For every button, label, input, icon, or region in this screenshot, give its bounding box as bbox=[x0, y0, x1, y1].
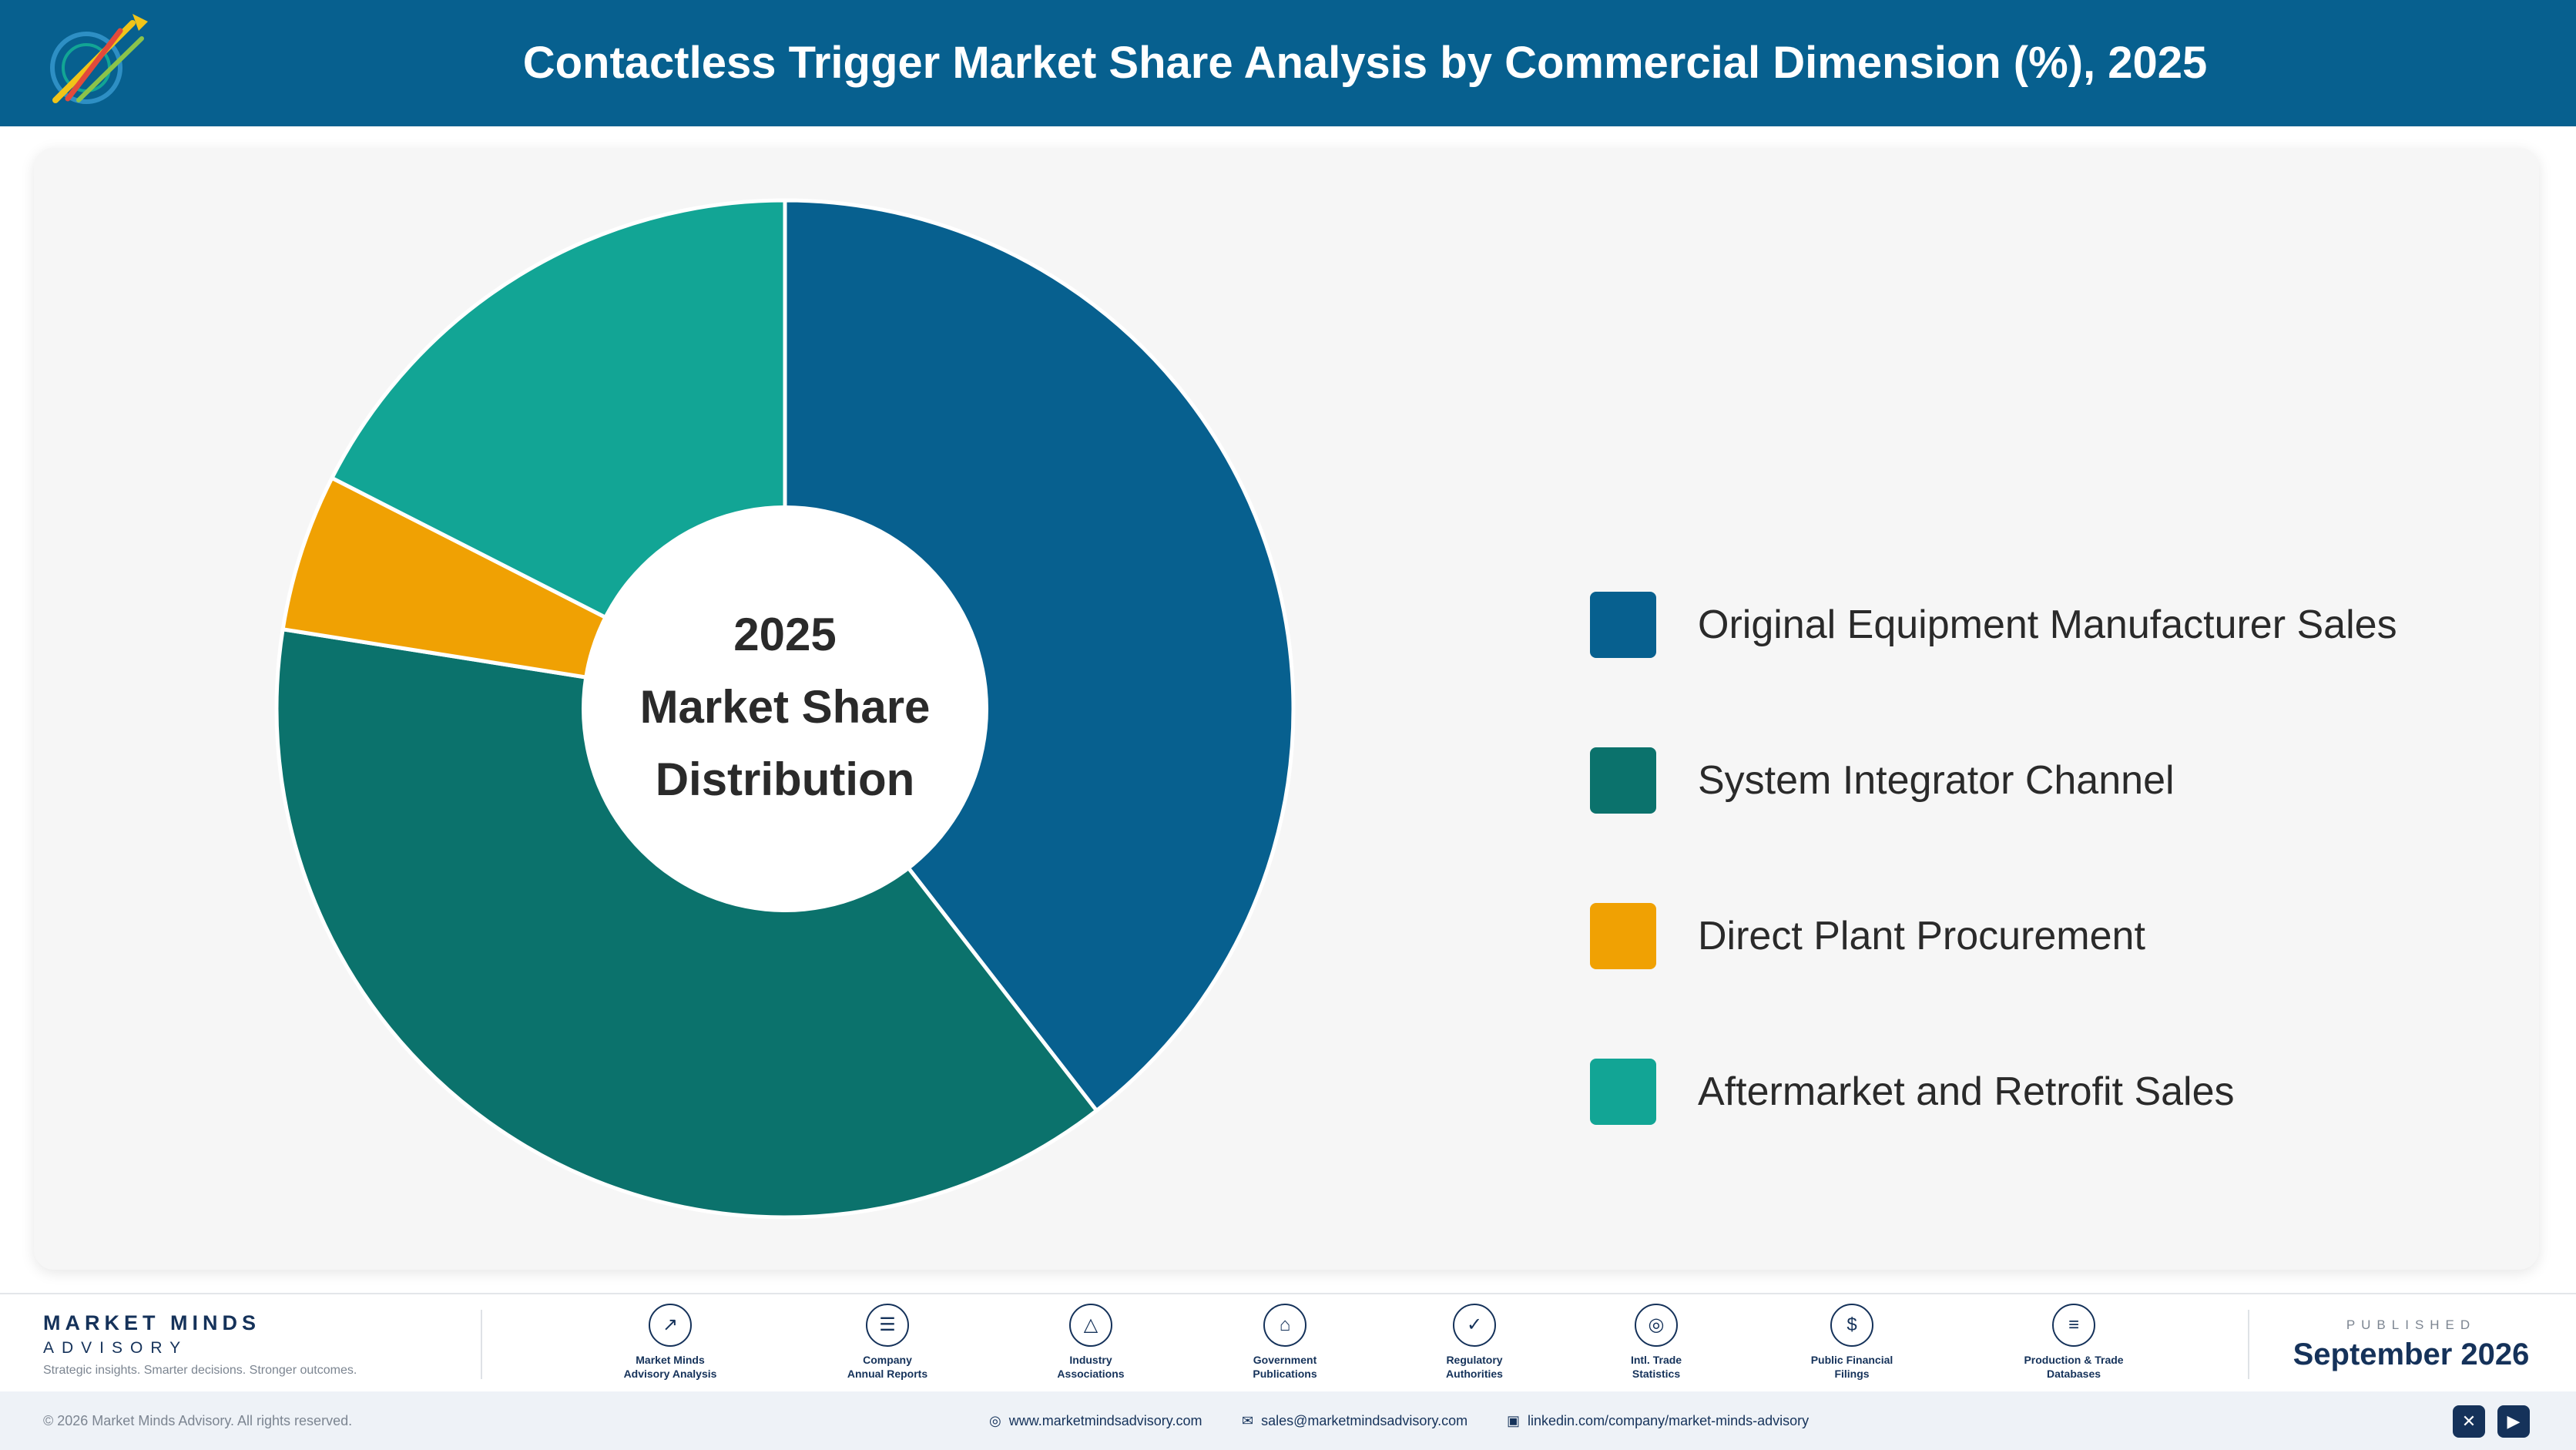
brand-subtitle: ADVISORY bbox=[43, 1339, 189, 1357]
donut-hole bbox=[582, 505, 988, 912]
email-link[interactable]: ✉ sales@marketmindsadvisory.com bbox=[1242, 1391, 1467, 1450]
legend-label: System Integrator Channel bbox=[1698, 758, 2175, 803]
source-label: Company Annual Reports bbox=[847, 1354, 928, 1380]
source-item[interactable]: ⌂ Government Publications bbox=[1200, 1304, 1370, 1381]
published-label: PUBLISHED bbox=[2346, 1317, 2477, 1332]
donut-chart: 2025 Market Share Distribution bbox=[274, 198, 1296, 1220]
source-item[interactable]: ↗ Market Minds Advisory Analysis bbox=[585, 1304, 755, 1381]
source-item[interactable]: ☰ Company Annual Reports bbox=[803, 1304, 972, 1381]
copyright-text: © 2026 Market Minds Advisory. All rights… bbox=[43, 1413, 353, 1428]
youtube-social-button[interactable]: ▶ bbox=[2497, 1405, 2530, 1438]
coin-icon: $ bbox=[1830, 1304, 1873, 1347]
globe-icon: ◎ bbox=[989, 1413, 1001, 1428]
published-date: September 2026 bbox=[2293, 1338, 2530, 1371]
x-icon: ✕ bbox=[2461, 1411, 2477, 1431]
website-text: www.marketmindsadvisory.com bbox=[1008, 1413, 1202, 1428]
network-icon: △ bbox=[1069, 1304, 1112, 1347]
legend-swatch bbox=[1590, 903, 1656, 969]
center-label-line3: Distribution bbox=[656, 754, 915, 805]
document-icon: ☰ bbox=[866, 1304, 909, 1347]
play-icon: ▶ bbox=[2507, 1411, 2521, 1431]
bank-icon: ⌂ bbox=[1263, 1304, 1306, 1347]
source-label: Industry Associations bbox=[1057, 1354, 1125, 1380]
linkedin-link[interactable]: ▣ linkedin.com/company/market-minds-advis… bbox=[1507, 1391, 1809, 1450]
legend-label: Aftermarket and Retrofit Sales bbox=[1698, 1069, 2235, 1114]
x-social-button[interactable]: ✕ bbox=[2453, 1405, 2485, 1438]
globe-icon: ◎ bbox=[1635, 1304, 1678, 1347]
source-label: Market Minds Advisory Analysis bbox=[623, 1354, 717, 1380]
company-logo bbox=[50, 14, 148, 104]
legend-swatch bbox=[1590, 747, 1656, 814]
footer-divider bbox=[2248, 1310, 2249, 1379]
source-item[interactable]: ≡ Production & Trade Databases bbox=[1989, 1304, 2158, 1381]
bottom-bar: © 2026 Market Minds Advisory. All rights… bbox=[0, 1391, 2576, 1450]
source-item[interactable]: ◎ Intl. Trade Statistics bbox=[1571, 1304, 1741, 1381]
source-item[interactable]: ✓ Regulatory Authorities bbox=[1390, 1304, 1559, 1381]
database-icon: ≡ bbox=[2052, 1304, 2095, 1347]
footer: MARKET MINDS ADVISORY Strategic insights… bbox=[0, 1293, 2576, 1391]
source-label: Regulatory Authorities bbox=[1446, 1354, 1503, 1380]
email-text: sales@marketmindsadvisory.com bbox=[1261, 1413, 1468, 1428]
legend-label: Direct Plant Procurement bbox=[1698, 914, 2145, 958]
mail-icon: ✉ bbox=[1242, 1413, 1254, 1428]
brand-tagline: Strategic insights. Smarter decisions. S… bbox=[43, 1364, 357, 1377]
linkedin-text: linkedin.com/company/market-minds-adviso… bbox=[1528, 1413, 1810, 1428]
header-bar: Contactless Trigger Market Share Analysi… bbox=[0, 0, 2576, 126]
pie-slice-2 bbox=[274, 626, 1100, 1220]
source-label: Production & Trade Databases bbox=[2024, 1354, 2124, 1380]
website-link[interactable]: ◎ www.marketmindsadvisory.com bbox=[989, 1391, 1202, 1450]
source-label: Public Financial Filings bbox=[1810, 1354, 1893, 1380]
chart-line-icon: ↗ bbox=[649, 1304, 692, 1347]
source-label: Government Publications bbox=[1253, 1354, 1317, 1380]
brand-name: MARKET MINDS bbox=[43, 1311, 260, 1334]
pie-slice-1 bbox=[783, 198, 1296, 1114]
center-label-line2: Market Share bbox=[640, 681, 931, 733]
shield-icon: ✓ bbox=[1453, 1304, 1496, 1347]
source-item[interactable]: △ Industry Associations bbox=[1006, 1304, 1176, 1381]
page-title: Contactless Trigger Market Share Analysi… bbox=[522, 38, 2208, 88]
center-label-year: 2025 bbox=[733, 609, 836, 660]
linkedin-icon: ▣ bbox=[1507, 1413, 1521, 1428]
legend-swatch bbox=[1590, 592, 1656, 658]
footer-divider bbox=[481, 1310, 482, 1379]
legend-label: Original Equipment Manufacturer Sales bbox=[1698, 602, 2397, 647]
source-label: Intl. Trade Statistics bbox=[1630, 1354, 1682, 1380]
chart-card: 2025 Market Share Distribution Original … bbox=[34, 148, 2539, 1270]
source-item[interactable]: $ Public Financial Filings bbox=[1767, 1304, 1937, 1381]
legend-swatch bbox=[1590, 1059, 1656, 1125]
